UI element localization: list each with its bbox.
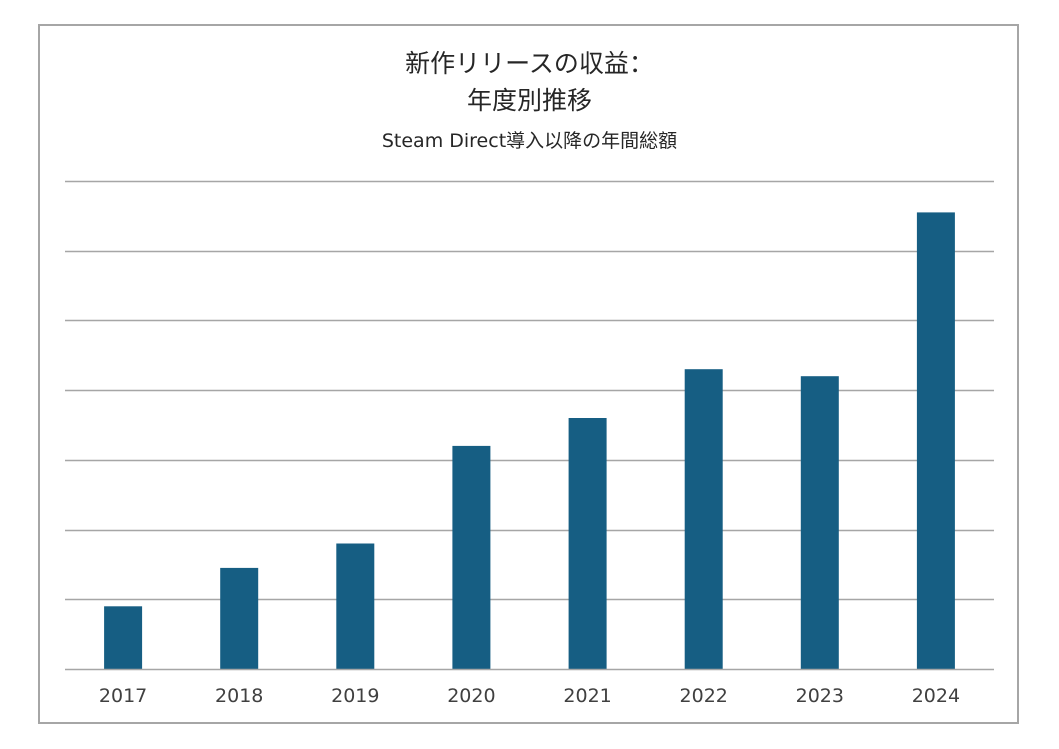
x-tick-label: 2017 xyxy=(99,685,147,707)
bar-2019 xyxy=(336,543,375,669)
chart-subtitle: Steam Direct導入以降の年間総額 xyxy=(381,130,678,152)
bar-2020 xyxy=(452,445,491,669)
x-tick-label: 2022 xyxy=(680,685,728,707)
bar-2018 xyxy=(220,567,259,669)
x-tick-label: 2024 xyxy=(912,685,960,707)
x-tick-label: 2021 xyxy=(563,685,611,707)
chart-title-line-1: 新作リリースの収益： xyxy=(405,49,654,78)
chart-frame xyxy=(38,24,1019,724)
x-tick-label: 2020 xyxy=(447,685,495,707)
x-tick-label: 2023 xyxy=(796,685,844,707)
x-tick-label: 2018 xyxy=(215,685,263,707)
chart-title-line-2: 年度別推移 xyxy=(466,86,592,115)
bar-2023 xyxy=(800,376,839,669)
x-tick-label: 2019 xyxy=(331,685,379,707)
bar-2017 xyxy=(104,606,143,669)
bar-2024 xyxy=(916,212,955,669)
bar-2022 xyxy=(684,369,723,669)
bar-2021 xyxy=(568,418,607,669)
